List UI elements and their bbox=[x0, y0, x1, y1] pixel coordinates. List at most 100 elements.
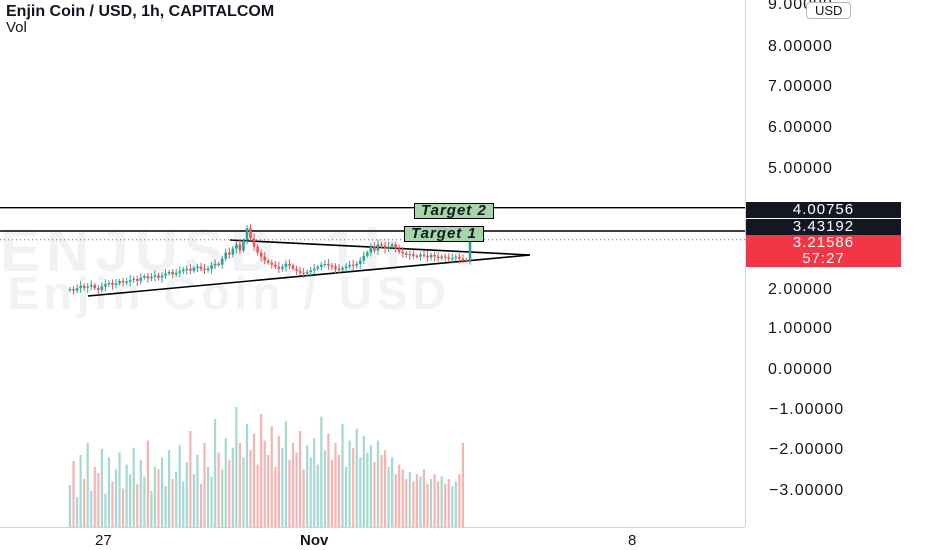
volume-bar bbox=[383, 450, 387, 527]
plot-area[interactable]: ENJUSD, 1h Enjin Coin / USD Enjin Coin /… bbox=[0, 0, 745, 527]
candle-body bbox=[281, 266, 284, 269]
candle-body bbox=[348, 264, 351, 267]
volume-label: Vol bbox=[6, 19, 27, 36]
volume-bar bbox=[235, 407, 238, 527]
candle-body bbox=[249, 228, 252, 239]
volume-bar bbox=[132, 447, 135, 527]
candle-body bbox=[174, 272, 178, 275]
candle-body bbox=[404, 253, 408, 255]
candle-body bbox=[178, 271, 182, 273]
candle-body bbox=[380, 244, 383, 246]
candle-body bbox=[351, 264, 355, 266]
volume-bar bbox=[415, 474, 419, 527]
candle-body bbox=[235, 244, 238, 249]
volume-bar bbox=[391, 457, 394, 527]
price-tick: −1.00000 bbox=[769, 401, 845, 418]
volume-bar bbox=[451, 486, 454, 527]
candle-body bbox=[355, 263, 359, 266]
candle-body bbox=[429, 254, 433, 258]
candle-body bbox=[422, 254, 426, 256]
volume-bar bbox=[104, 493, 107, 527]
candle-body bbox=[206, 268, 210, 270]
candle-body bbox=[213, 263, 217, 266]
candle-body bbox=[118, 280, 121, 284]
volume-bar bbox=[146, 440, 149, 527]
candle-body bbox=[231, 248, 235, 255]
candle-body bbox=[199, 266, 203, 269]
volume-bar bbox=[125, 464, 128, 527]
volume-bar bbox=[281, 447, 284, 527]
time-axis[interactable]: 27 Nov 8 bbox=[0, 527, 745, 550]
volume-bar bbox=[316, 464, 319, 527]
target-1-label: Target 1 bbox=[404, 226, 484, 242]
volume-bar bbox=[405, 479, 408, 527]
volume-bar bbox=[394, 474, 397, 527]
volume-bar bbox=[182, 481, 185, 527]
volume-bar bbox=[210, 476, 213, 527]
volume-bar bbox=[419, 476, 422, 527]
price-axis[interactable]: 9.00000 USD 8.00000 7.00000 6.00000 5.00… bbox=[745, 0, 932, 527]
volume-bar bbox=[224, 438, 227, 527]
volume-bar bbox=[164, 486, 167, 527]
volume-bar bbox=[422, 469, 426, 527]
candle-body bbox=[259, 252, 263, 257]
candle-body bbox=[68, 289, 72, 291]
candle-body bbox=[320, 264, 323, 267]
volume-bar bbox=[376, 440, 380, 527]
candle-body bbox=[150, 276, 153, 279]
candle-body bbox=[316, 266, 320, 269]
volume-bar bbox=[139, 459, 142, 527]
candle-body bbox=[89, 284, 93, 287]
candle-body bbox=[394, 244, 397, 249]
triangle-upper-line bbox=[229, 239, 531, 256]
volume-bar bbox=[143, 476, 146, 527]
volume-bar bbox=[444, 483, 447, 527]
volume-bar bbox=[175, 471, 178, 527]
volume-bar bbox=[330, 459, 334, 527]
last-price-label: 3.21586 57:27 bbox=[746, 235, 901, 267]
volume-bar bbox=[461, 443, 465, 527]
candle-body bbox=[224, 252, 228, 259]
currency-button[interactable]: USD bbox=[806, 2, 852, 19]
candle-body bbox=[309, 270, 313, 272]
candle-body bbox=[433, 254, 436, 257]
volume-bar bbox=[221, 469, 224, 527]
candle-body bbox=[426, 255, 429, 258]
candle-body bbox=[263, 256, 266, 261]
candle-body bbox=[270, 262, 274, 265]
candle-body bbox=[107, 282, 111, 285]
target-1-price-label: 3.43192 bbox=[746, 219, 901, 235]
volume-bar bbox=[359, 457, 362, 527]
candle-body bbox=[266, 260, 270, 263]
volume-bar bbox=[295, 452, 298, 527]
candle-body bbox=[97, 288, 100, 290]
volume-bar bbox=[323, 450, 326, 527]
volume-bar bbox=[121, 488, 125, 527]
volume-bar bbox=[252, 433, 256, 527]
volume-bar bbox=[199, 483, 203, 527]
volume-bar bbox=[291, 443, 295, 527]
candle-body bbox=[181, 269, 185, 272]
candle-body bbox=[458, 256, 461, 259]
candle-body bbox=[82, 285, 86, 288]
volume-bar bbox=[196, 455, 199, 527]
candle-body bbox=[189, 268, 192, 271]
volume-bar bbox=[288, 459, 291, 527]
candle-body bbox=[419, 254, 422, 257]
volume-bar bbox=[160, 457, 164, 527]
volume-bar bbox=[79, 455, 82, 527]
candle-body bbox=[210, 265, 213, 269]
volume-bar bbox=[440, 476, 443, 527]
volume-bar bbox=[263, 440, 266, 527]
candle-body bbox=[114, 283, 118, 285]
volume-bar bbox=[302, 469, 305, 527]
candle-body bbox=[312, 268, 316, 271]
price-tick: 8.00000 bbox=[768, 38, 833, 55]
price-tick: 5.00000 bbox=[768, 160, 833, 177]
volume-bar bbox=[298, 431, 302, 527]
chart-canvas bbox=[0, 206, 745, 527]
volume-bar bbox=[97, 473, 100, 527]
volume-bar bbox=[242, 457, 245, 527]
candle-body bbox=[132, 278, 136, 281]
